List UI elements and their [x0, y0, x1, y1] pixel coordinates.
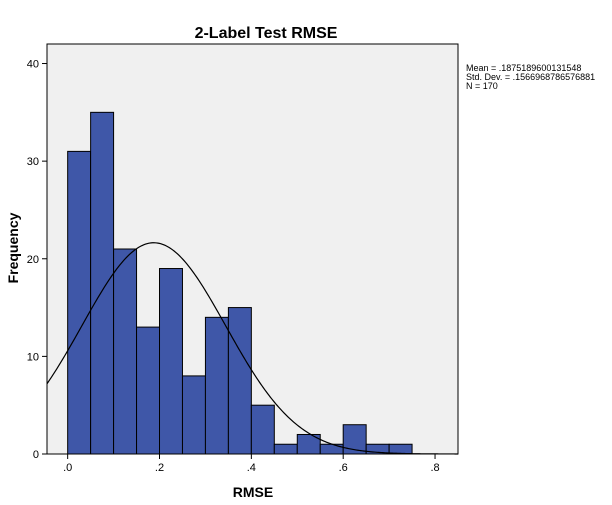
x-tick-label: .4	[247, 462, 256, 474]
normal-curve	[46, 242, 458, 455]
histogram-bar	[136, 326, 161, 455]
histogram-bar	[319, 443, 344, 455]
histogram-bar	[67, 150, 92, 455]
y-tick-label: 40	[27, 59, 39, 71]
x-axis-title: RMSE	[233, 484, 273, 500]
x-tick-label: .0	[63, 462, 72, 474]
histogram-bar	[388, 443, 413, 455]
x-tick-label: .2	[155, 462, 164, 474]
x-axis: .0 .2 .4 .6 .8	[63, 454, 440, 474]
chart-title: 2-Label Test RMSE	[195, 25, 338, 42]
bars-group	[67, 111, 413, 455]
stat-std-dev: Std. Dev. = .1566968786576881	[466, 72, 595, 82]
y-tick-label: 30	[27, 156, 39, 168]
y-tick-label: 20	[27, 254, 39, 266]
histogram-bar	[342, 424, 367, 455]
histogram-bar	[250, 404, 275, 455]
histogram-bar	[90, 111, 115, 455]
y-axis-title: Frequency	[5, 212, 21, 283]
y-tick-label: 0	[33, 449, 39, 461]
histogram-bar	[227, 307, 252, 455]
histogram-bar	[113, 248, 138, 455]
x-tick-label: .8	[430, 462, 439, 474]
histogram-bar	[159, 268, 183, 455]
stat-mean: Mean = .1875189600131548	[466, 63, 581, 73]
histogram-bar	[204, 316, 229, 455]
histogram-bar	[181, 375, 206, 455]
x-tick-label: .6	[339, 462, 348, 474]
y-tick-label: 10	[27, 351, 39, 363]
histogram-bar	[273, 443, 298, 455]
stat-n: N = 170	[466, 81, 498, 91]
y-axis: 0 10 20 30 40	[27, 59, 47, 461]
